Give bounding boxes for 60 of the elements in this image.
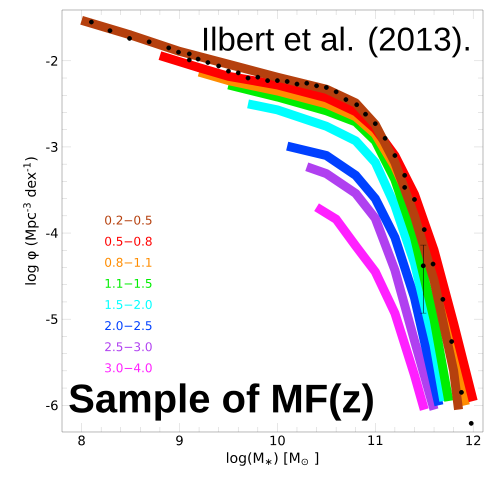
point bbox=[196, 56, 200, 62]
y-axis-title: log φ (Mpc$^{-3}$ dex$^{-1}$) bbox=[23, 157, 39, 284]
point bbox=[226, 68, 231, 74]
point bbox=[314, 83, 319, 88]
point bbox=[176, 50, 181, 55]
x-tick-label: 9 bbox=[176, 436, 183, 446]
point bbox=[146, 39, 152, 44]
point bbox=[265, 78, 270, 84]
y-tick-label: -4 bbox=[46, 228, 58, 238]
point bbox=[344, 97, 348, 102]
point bbox=[166, 45, 172, 50]
point bbox=[246, 76, 250, 80]
point bbox=[334, 89, 339, 94]
text: 2.0−2.5 bbox=[105, 321, 152, 330]
point bbox=[284, 79, 290, 84]
point bbox=[459, 390, 464, 395]
text: 0.8−1.1 bbox=[105, 258, 152, 267]
point bbox=[205, 60, 210, 65]
point bbox=[324, 85, 329, 90]
x-axis-title: log(M$_{∗}$) [M$_{⊙}$ ] bbox=[226, 452, 318, 466]
y-tick-label: -5 bbox=[46, 314, 58, 324]
point bbox=[127, 36, 132, 41]
point bbox=[402, 172, 408, 178]
point bbox=[88, 20, 94, 24]
point bbox=[363, 112, 368, 117]
point bbox=[392, 153, 398, 158]
y-tick-label: -6 bbox=[46, 400, 58, 410]
x-tick-label: 11 bbox=[368, 436, 382, 445]
point bbox=[468, 420, 474, 426]
point bbox=[422, 227, 427, 232]
annotation: Ilbert et al. (2013). bbox=[204, 26, 469, 58]
point bbox=[108, 28, 112, 34]
point bbox=[449, 339, 454, 344]
point bbox=[186, 52, 192, 56]
point bbox=[304, 80, 310, 86]
point bbox=[382, 136, 388, 141]
text: 3.0−4.0 bbox=[105, 363, 152, 372]
point bbox=[274, 78, 280, 84]
text: 2.5−3.0 bbox=[105, 342, 152, 352]
point bbox=[412, 197, 417, 202]
x-tick-label: 10 bbox=[270, 436, 285, 446]
text: 0.2−0.5 bbox=[105, 216, 152, 225]
x-tick-label: 12 bbox=[466, 436, 480, 446]
point bbox=[402, 185, 408, 190]
point bbox=[372, 121, 378, 126]
y-tick-label: -3 bbox=[46, 142, 58, 152]
annotation: Sample of MF(z) bbox=[69, 383, 373, 421]
y-tick-label: -2 bbox=[46, 56, 58, 66]
x-tick-label: 8 bbox=[78, 436, 85, 446]
point bbox=[216, 64, 222, 68]
text: 1.1−1.5 bbox=[106, 278, 152, 288]
point bbox=[354, 102, 360, 108]
point bbox=[186, 58, 192, 62]
point bbox=[294, 82, 300, 86]
point bbox=[236, 70, 241, 76]
point bbox=[430, 262, 436, 266]
point bbox=[440, 296, 446, 302]
text: 0.5−0.8 bbox=[105, 236, 152, 246]
text: 1.5−2.0 bbox=[106, 300, 152, 310]
point bbox=[255, 74, 260, 80]
